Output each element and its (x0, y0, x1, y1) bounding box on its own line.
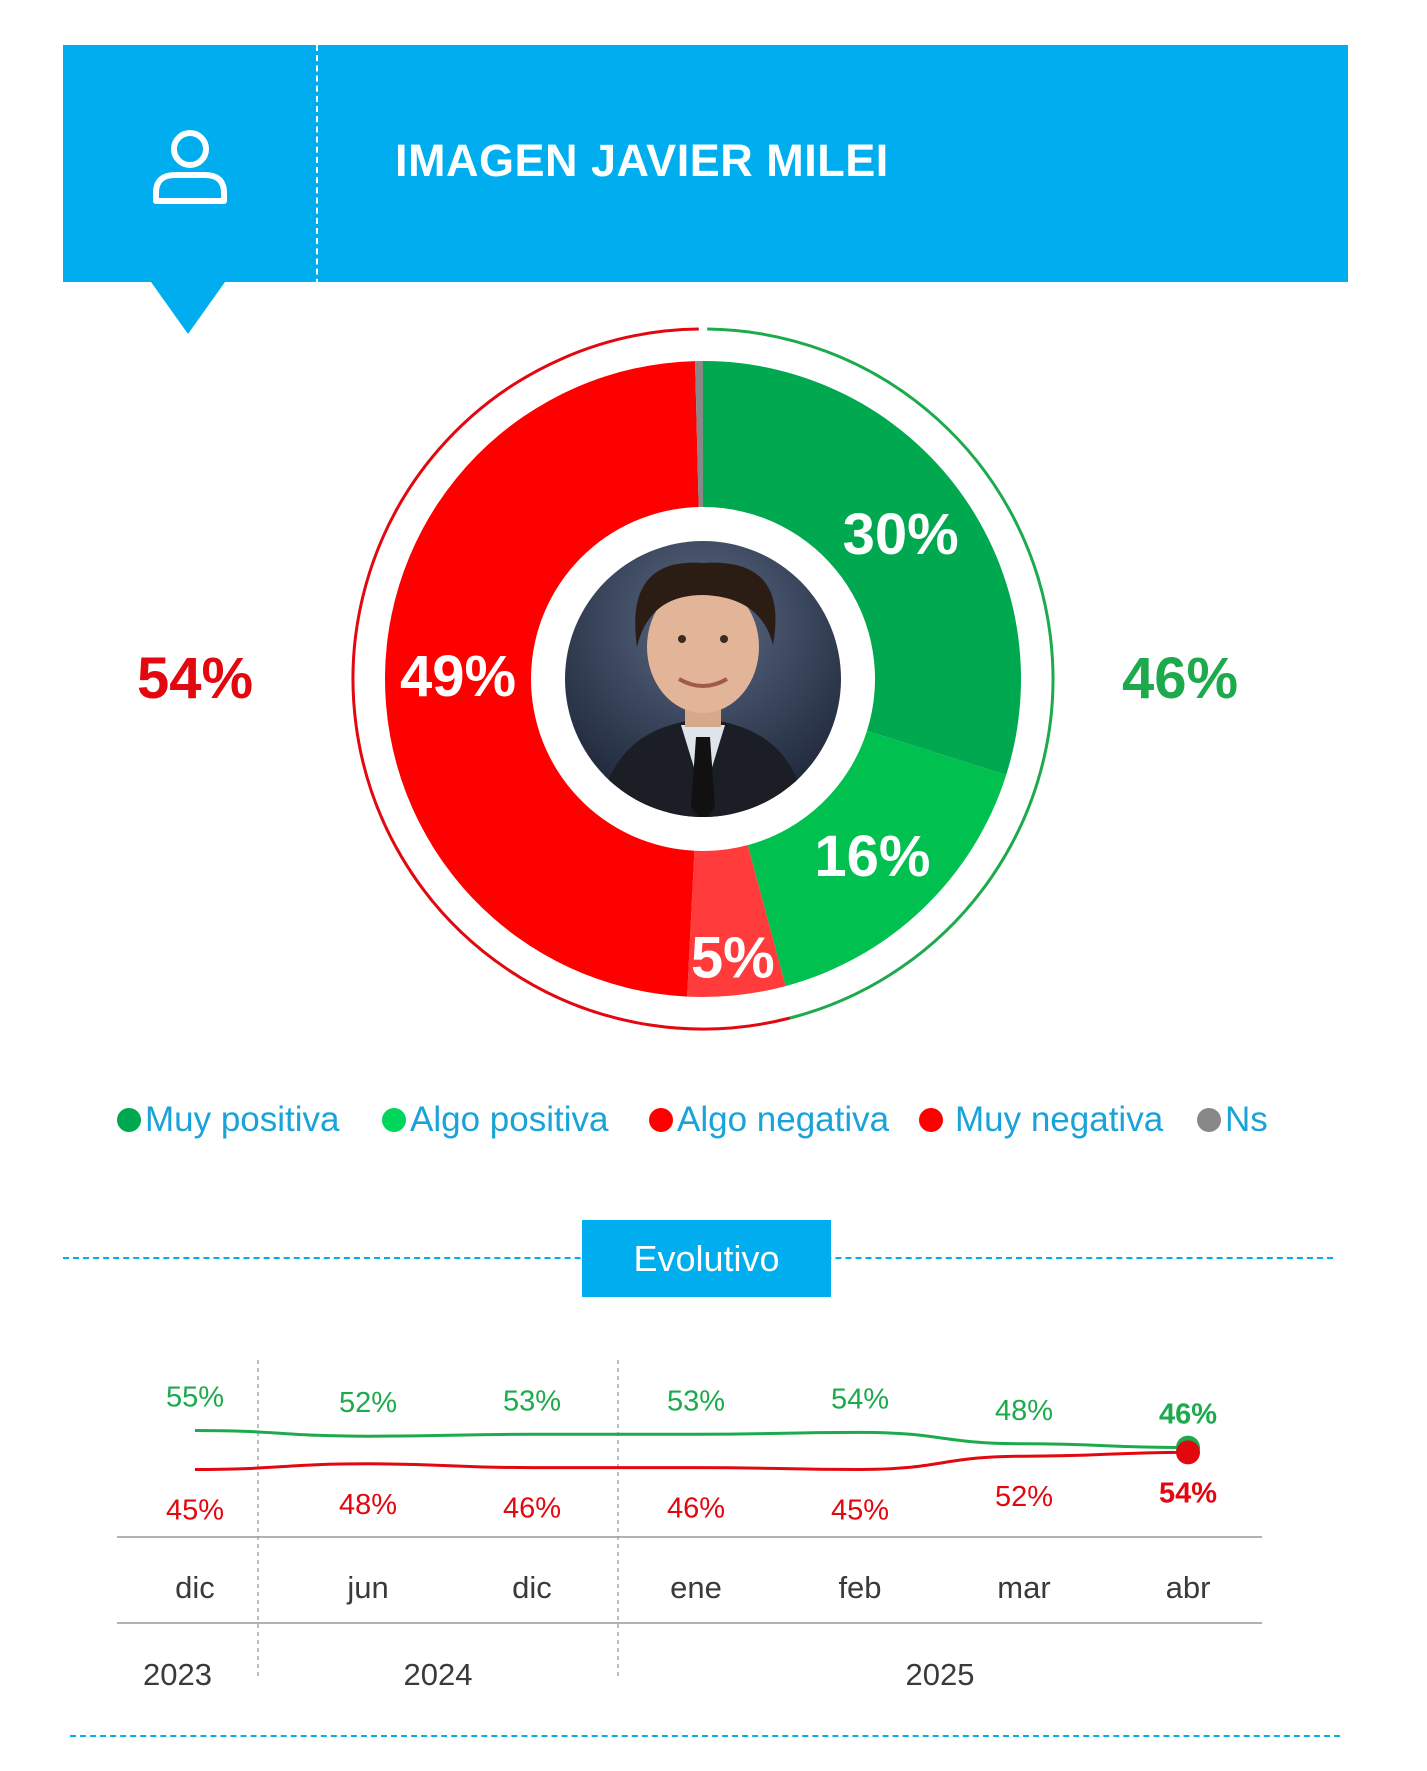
month-tick-label: feb (838, 1570, 881, 1605)
negative-data-label: 54% (1159, 1477, 1217, 1509)
positive-data-label: 53% (667, 1385, 725, 1417)
positive-data-label: 54% (831, 1383, 889, 1415)
legend-label: Muy negativa (955, 1100, 1164, 1139)
negative-data-label: 48% (339, 1489, 397, 1521)
month-tick-label: abr (1166, 1570, 1211, 1605)
legend-item-muy-positiva: Muy positiva (117, 1100, 340, 1140)
positive-data-label: 46% (1159, 1399, 1217, 1431)
header-bar: IMAGEN JAVIER MILEI (63, 45, 1348, 295)
negative-series-line (194, 1450, 1189, 1472)
month-tick-label: ene (670, 1570, 722, 1605)
slice-ns (695, 361, 703, 508)
donut-chart: 30% 16% 5% 49% (351, 327, 1055, 1031)
legend-dot-icon (919, 1108, 943, 1132)
positive-data-label: 48% (995, 1395, 1053, 1427)
month-tick-label: dic (512, 1570, 552, 1605)
header-pointer (151, 282, 225, 334)
legend-item-muy-negativa: Muy negativa (919, 1100, 1163, 1140)
legend-dot-icon (117, 1108, 141, 1132)
legend-label: Algo positiva (410, 1100, 609, 1139)
positive-data-label: 53% (503, 1385, 561, 1417)
negative-data-label: 46% (503, 1493, 561, 1525)
slice-muy-positiva (703, 361, 1021, 775)
header-divider (316, 45, 318, 295)
positive-outer-arc (707, 327, 1055, 1020)
evolutivo-label: Evolutivo (582, 1220, 831, 1297)
month-tick-label: jun (346, 1570, 388, 1605)
negative-end-point (1176, 1440, 1200, 1465)
negative-data-label: 45% (166, 1495, 224, 1527)
slice-muy-negativa (385, 361, 699, 997)
year-tick-label: 2024 (404, 1657, 473, 1692)
legend-dot-icon (649, 1108, 673, 1132)
legend-dot-icon (382, 1108, 406, 1132)
positive-data-label: 55% (166, 1382, 224, 1414)
negative-outer-arc (351, 327, 791, 1031)
negative-data-label: 45% (831, 1495, 889, 1527)
year-tick-label: 2025 (906, 1657, 975, 1692)
total-negative: 54% (137, 646, 254, 711)
bottom-divider (70, 1735, 1340, 1737)
legend-item-algo-positiva: Algo positiva (382, 1100, 608, 1140)
legend-label: Ns (1225, 1100, 1268, 1139)
slice-algo-negativa (687, 845, 786, 997)
legend-dot-icon (1197, 1108, 1221, 1132)
positive-series-line (194, 1429, 1189, 1450)
total-positive: 46% (1122, 646, 1239, 711)
month-tick-label: dic (175, 1570, 215, 1605)
negative-data-label: 46% (667, 1493, 725, 1525)
legend-item-algo-negativa: Algo negativa (649, 1100, 889, 1140)
slice-label: 16% (814, 824, 930, 889)
user-icon (153, 130, 227, 204)
month-tick-label: mar (997, 1570, 1050, 1605)
legend-item-ns: Ns (1197, 1100, 1268, 1140)
slice-label: 49% (400, 644, 516, 709)
slice-label: 30% (843, 502, 959, 567)
positive-data-label: 52% (339, 1387, 397, 1419)
evolution-line-chart: 55% 45% 52% 48% 53% 46% 53% 46% 54% 45% 48% 52% 46% 5… (117, 1360, 1262, 1692)
legend-label: Algo negativa (677, 1100, 890, 1139)
legend-label: Muy positiva (145, 1100, 340, 1139)
page-title: IMAGEN JAVIER MILEI (395, 135, 889, 186)
year-tick-label: 2023 (143, 1657, 212, 1692)
slice-algo-positiva (747, 730, 1007, 987)
portrait-photo (565, 541, 841, 817)
slice-label: 5% (691, 925, 775, 990)
negative-data-label: 52% (995, 1481, 1053, 1513)
legend: Muy positiva Algo positiva Algo negativa… (112, 1100, 1292, 1150)
